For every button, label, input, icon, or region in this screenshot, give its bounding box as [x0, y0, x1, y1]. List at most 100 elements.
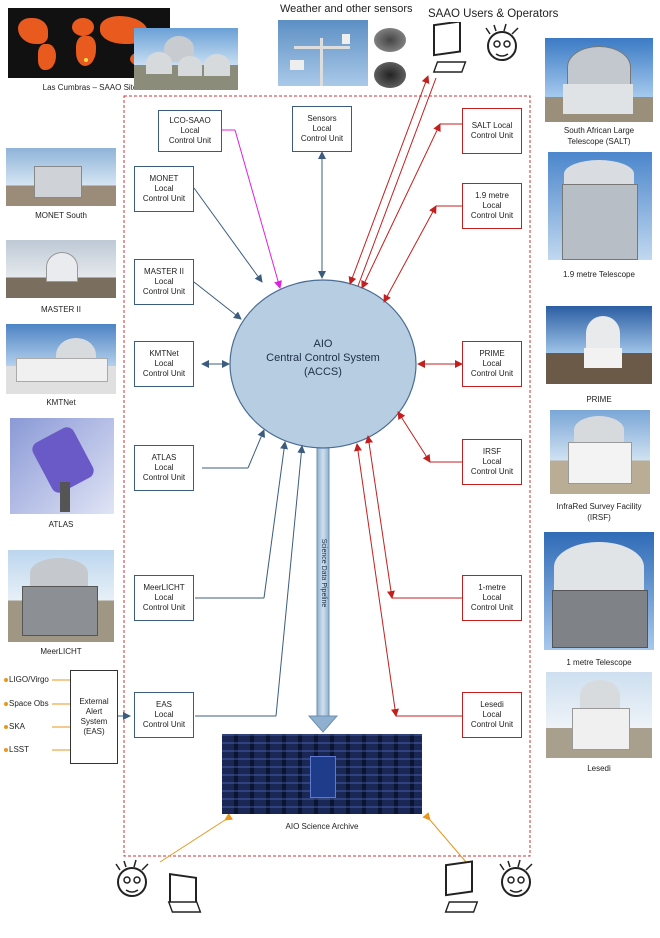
- prime-unit-local: Local: [482, 359, 502, 368]
- sensors-unit-name: Sensors: [307, 114, 337, 123]
- connector-lco: [234, 129, 282, 289]
- lesedi-unit-local: Local: [482, 710, 502, 719]
- science-archive-photo: [222, 734, 422, 814]
- lascumbras-domes-photo: [134, 28, 238, 90]
- alert-ska: SKA: [9, 722, 26, 731]
- weather-header: Weather and other sensors: [280, 3, 413, 15]
- irsf-unit-local: Local: [482, 457, 502, 466]
- irsf-unit-name: IRSF: [482, 447, 502, 456]
- archive-user-left-icon: [112, 856, 212, 922]
- eas-unit-control: Control Unit: [142, 720, 186, 729]
- lesedi-unit-control: Control Unit: [470, 720, 514, 729]
- accs-ellipse: [229, 279, 417, 449]
- sensors-unit-local: Local: [312, 124, 332, 133]
- alert-ligo: LIGO/Virgo: [9, 675, 49, 684]
- salt-unit-control: Control Unit: [470, 131, 514, 140]
- archive-caption: AIO Science Archive: [285, 822, 359, 831]
- accs-line2: Central Control System: [266, 352, 380, 364]
- meerlicht-unit: MeerLICHT Local Control Unit: [134, 575, 194, 621]
- prime-caption: PRIME: [586, 395, 612, 404]
- meerlicht-unit-name: MeerLICHT: [143, 583, 185, 592]
- onemetre-unit: 1-metre Local Control Unit: [462, 575, 522, 621]
- monet-unit-control: Control Unit: [142, 194, 186, 203]
- meerlicht-unit-control: Control Unit: [142, 603, 186, 612]
- users-operators-icon: [428, 22, 528, 86]
- onenine-caption: 1.9 metre Telescope: [563, 270, 635, 279]
- weather-station-photo: [278, 20, 368, 86]
- prime-unit-control: Control Unit: [470, 369, 514, 378]
- atlas-unit-name: ATLAS: [151, 453, 177, 462]
- external-alert-box: External Alert System (EAS): [70, 670, 118, 764]
- master-photo: [6, 240, 116, 298]
- lesedi-unit-name: Lesedi: [480, 700, 504, 709]
- lco-unit-name: LCO-SAAO: [169, 116, 211, 125]
- salt-caption-1: South African Large: [563, 126, 635, 135]
- prime-photo: [546, 306, 652, 384]
- sky-cameras-photo: [368, 22, 412, 92]
- onenine-unit: 1.9 metre Local Control Unit: [462, 183, 522, 229]
- connector-users-b: [357, 77, 437, 287]
- prime-unit-name: PRIME: [479, 349, 505, 358]
- salt-caption-2: Telescope (SALT): [567, 137, 631, 146]
- sensors-unit: Sensors Local Control Unit: [292, 106, 352, 152]
- onemetre-photo: [544, 532, 654, 650]
- connector-onenine: [383, 205, 437, 303]
- salt-unit-name: SALT Local: [471, 121, 513, 130]
- onenine-unit-name: 1.9 metre: [475, 191, 509, 200]
- eas-unit-name: EAS: [155, 700, 172, 709]
- external-alert-line4: (EAS): [83, 727, 105, 736]
- kmtnet-unit: KMTNet Local Control Unit: [134, 341, 194, 387]
- external-alert-line3: System: [80, 717, 108, 726]
- connector-onemetre: [365, 435, 395, 599]
- lco-unit-local: Local: [180, 126, 200, 135]
- onenine-unit-local: Local: [482, 201, 502, 210]
- onemetre-unit-local: Local: [482, 593, 502, 602]
- sensors-unit-control: Control Unit: [300, 134, 344, 143]
- atlas-unit-local: Local: [154, 463, 174, 472]
- salt-photo: [545, 38, 653, 122]
- master-unit-local: Local: [154, 277, 174, 286]
- kmtnet-unit-control: Control Unit: [142, 369, 186, 378]
- irsf-caption-2: (IRSF): [587, 513, 611, 522]
- external-alert-line2: Alert: [85, 707, 103, 716]
- connector-archive-user-right: [422, 812, 467, 863]
- meerlicht-photo: [8, 550, 114, 642]
- aio-boundary: [123, 95, 531, 857]
- connector-monet: [193, 187, 263, 283]
- atlas-unit: ATLAS Local Control Unit: [134, 445, 194, 491]
- onenine-unit-control: Control Unit: [470, 211, 514, 220]
- irsf-caption-1: InfraRed Survey Facility: [556, 502, 642, 511]
- lco-unit-control: Control Unit: [168, 136, 212, 145]
- users-header: SAAO Users & Operators: [428, 8, 559, 20]
- monet-unit-local: Local: [154, 184, 174, 193]
- eas-unit-local: Local: [154, 710, 174, 719]
- irsf-unit: IRSF Local Control Unit: [462, 439, 522, 485]
- connector-irsf: [397, 411, 431, 463]
- kmtnet-unit-name: KMTNet: [149, 349, 179, 358]
- connector-meerlicht: [263, 441, 289, 599]
- lco-unit: LCO-SAAO Local Control Unit: [158, 110, 222, 152]
- monet-photo: [6, 148, 116, 206]
- lascumbras-caption: Las Cumbras – SAAO Site: [42, 83, 138, 92]
- lesedi-photo: [546, 672, 652, 758]
- kmtnet-photo: [6, 324, 116, 394]
- science-pipeline-arrow: [307, 447, 339, 733]
- master-unit: MASTER II Local Control Unit: [134, 259, 194, 305]
- monet-caption: MONET South: [35, 211, 87, 220]
- atlas-unit-control: Control Unit: [142, 473, 186, 482]
- accs-line3: (ACCS): [304, 366, 342, 378]
- meerlicht-unit-local: Local: [154, 593, 174, 602]
- kmtnet-caption: KMTNet: [46, 398, 76, 407]
- monet-unit: MONET Local Control Unit: [134, 166, 194, 212]
- master-caption: MASTER II: [40, 305, 81, 314]
- onemetre-caption: 1 metre Telescope: [566, 658, 632, 667]
- alert-lsst: LSST: [9, 745, 30, 754]
- connector-atlas: [247, 429, 265, 469]
- onemetre-unit-name: 1-metre: [478, 583, 506, 592]
- onemetre-unit-control: Control Unit: [470, 603, 514, 612]
- alert-space-obs: Space Obs: [9, 699, 49, 708]
- salt-unit: SALT Local Control Unit: [462, 108, 522, 154]
- external-alert-line1: External: [79, 697, 109, 706]
